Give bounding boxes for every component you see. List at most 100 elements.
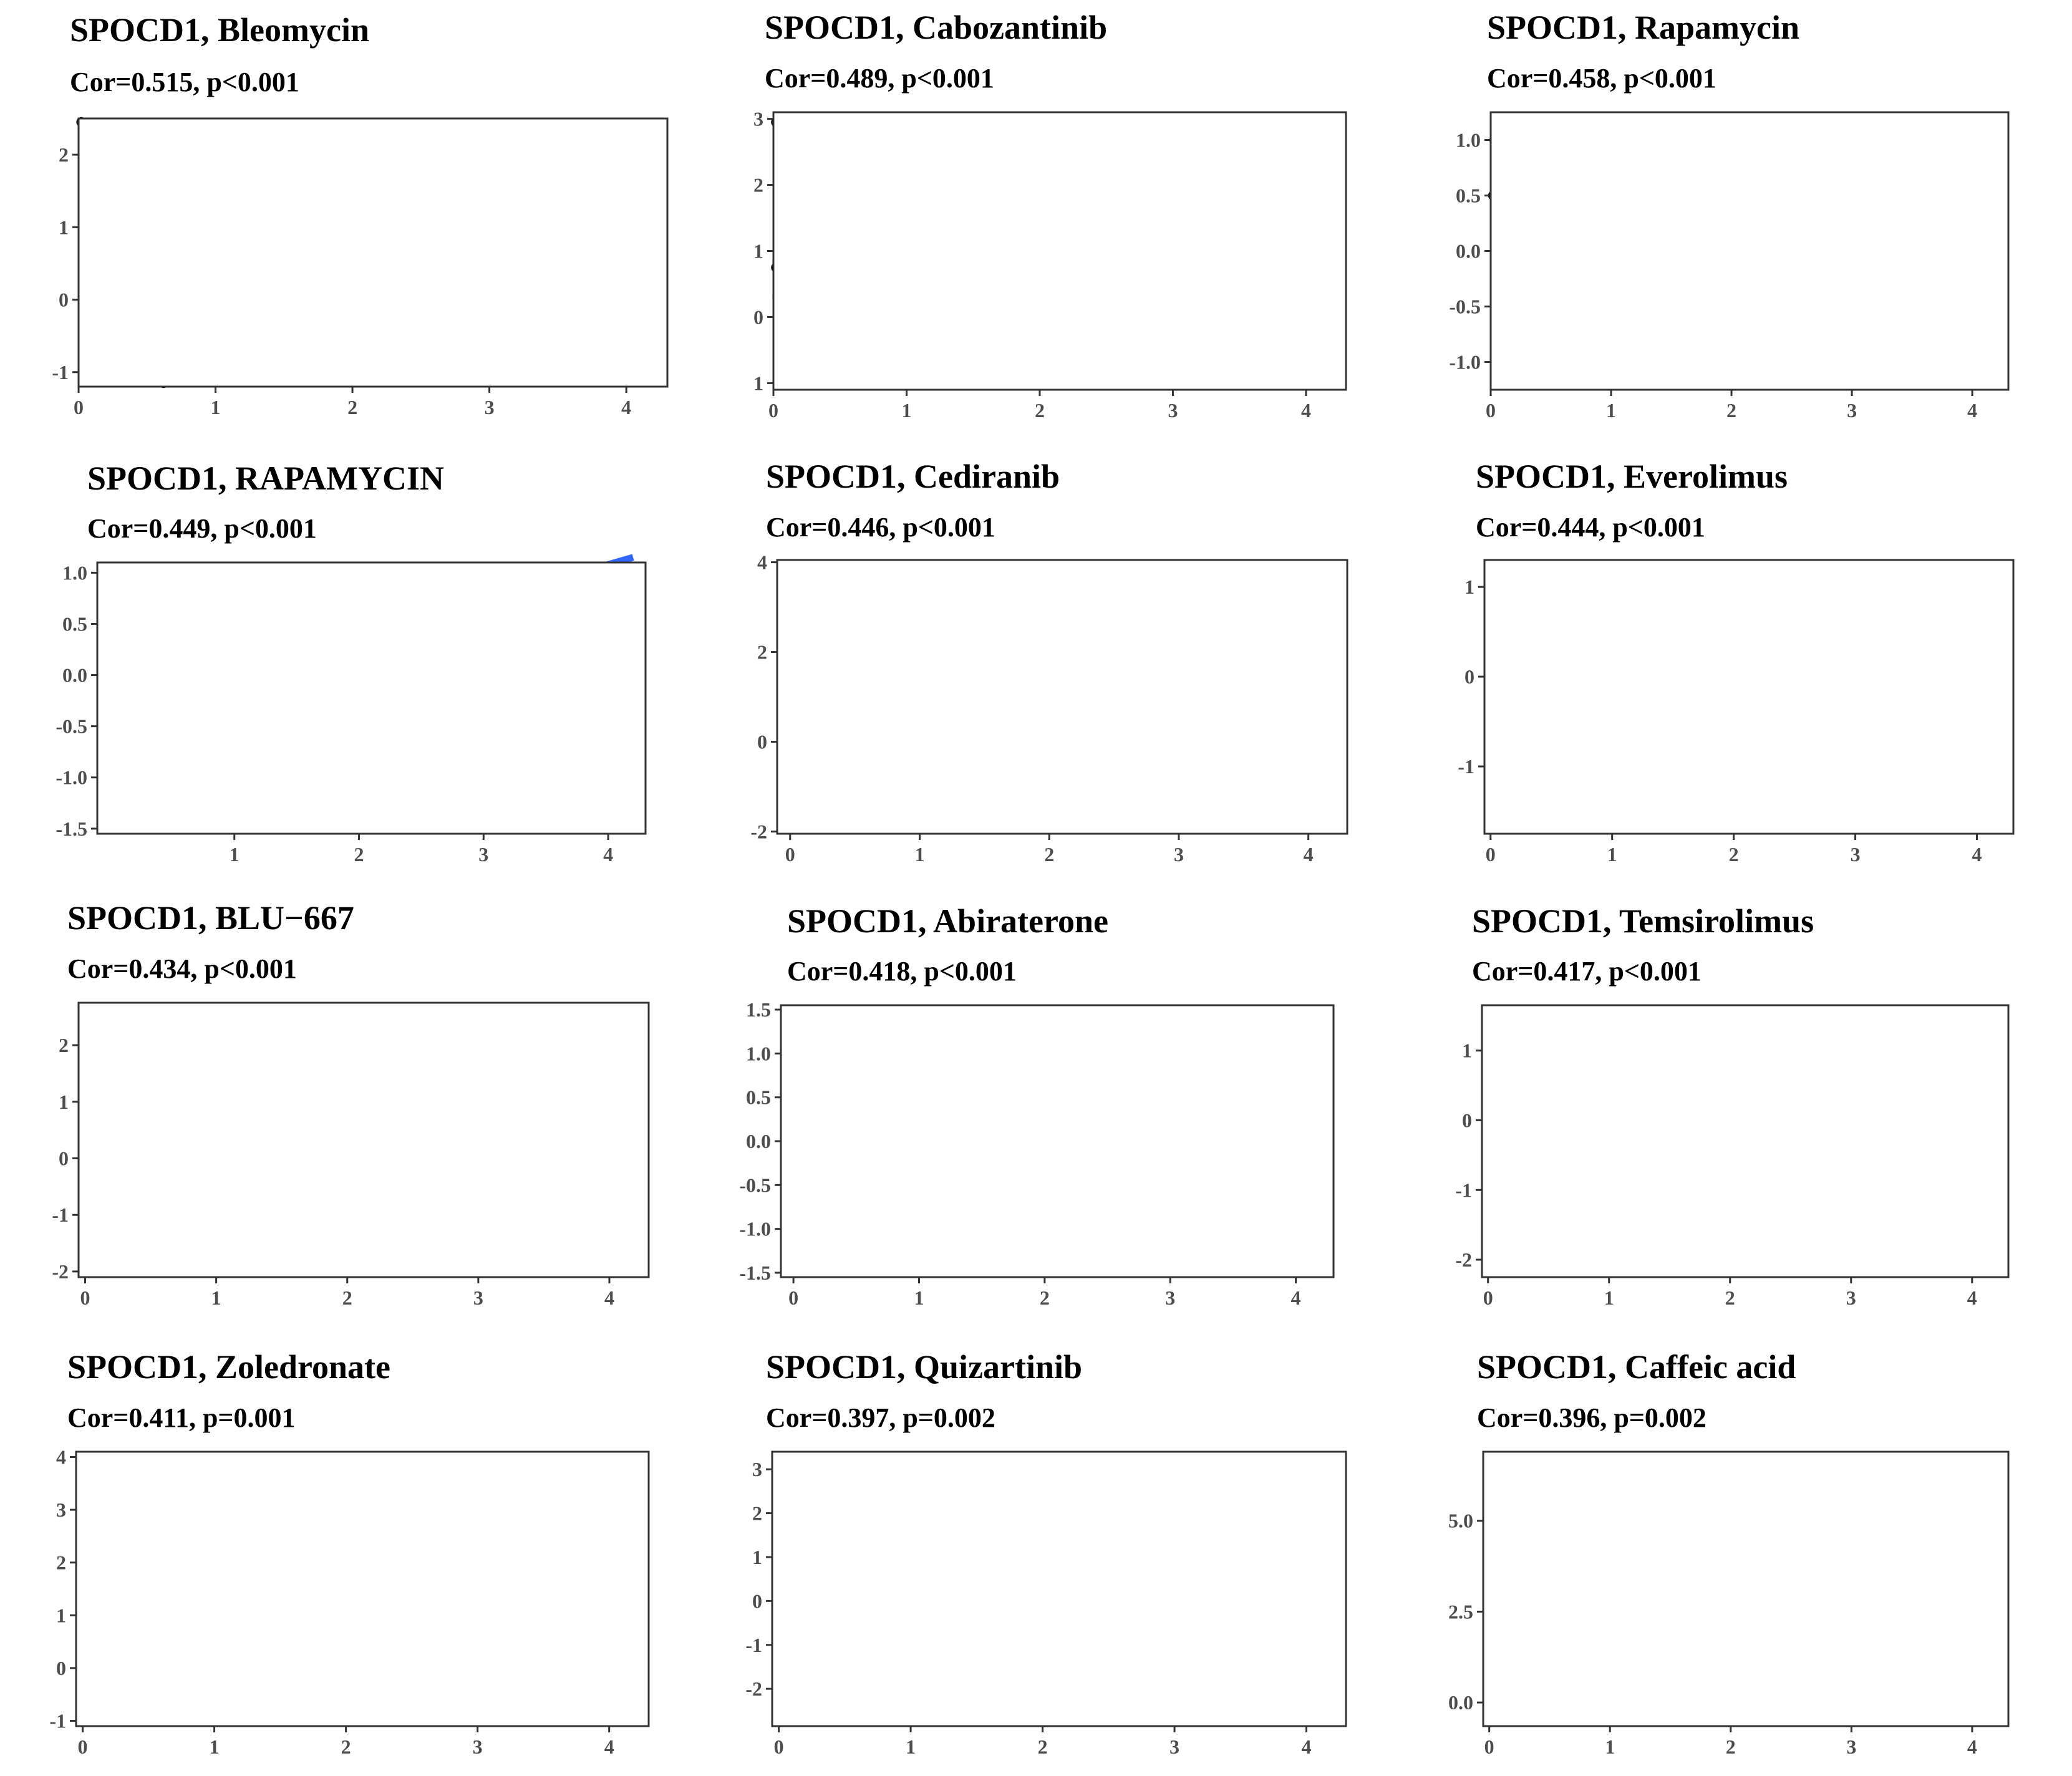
chart-panel: SPOCD1, Cabozantinib Cor=0.489, p<0.001 0 1… <box>753 9 1347 422</box>
chart-subtitle: Cor=0.489, p<0.001 <box>765 63 994 94</box>
chart-title: SPOCD1, Cediranib <box>766 458 1060 495</box>
chart-panel: SPOCD1, RAPAMYCIN Cor=0.449, p<0.001 1 2 3 4 -… <box>56 460 647 866</box>
chart-subtitle: Cor=0.444, p<0.001 <box>1476 512 1705 543</box>
y-tick-label: 0 <box>1464 665 1474 688</box>
chart-panel: SPOCD1, Quizartinib Cor=0.397, p=0.002 0 1 2… <box>745 1348 1347 1758</box>
chart-title: SPOCD1, BLU−667 <box>67 899 354 937</box>
y-tick-label: 0 <box>1462 1109 1472 1131</box>
x-tick-label: 0 <box>768 399 778 422</box>
x-tick-label: 2 <box>1729 843 1739 866</box>
y-tick-label: -0.5 <box>1449 296 1481 318</box>
y-tick-label: -1 <box>745 1634 762 1656</box>
chart-title: SPOCD1, Cabozantinib <box>765 9 1107 46</box>
y-tick-label: 0 <box>56 1657 66 1679</box>
x-tick-label: 1 <box>906 1735 916 1758</box>
y-tick-label: 0 <box>59 289 69 311</box>
y-tick-label: -2 <box>52 1260 69 1283</box>
chart-subtitle: Cor=0.397, p=0.002 <box>766 1402 995 1433</box>
x-tick-label: 4 <box>621 396 631 418</box>
chart-panel: SPOCD1, Abiraterone Cor=0.418, p<0.001 0 1 2… <box>739 902 1335 1309</box>
chart-title: SPOCD1, Temsirolimus <box>1472 902 1814 940</box>
x-tick-label: 4 <box>1304 843 1314 866</box>
x-tick-label: 1 <box>914 1286 924 1309</box>
chart-panel: SPOCD1, Cediranib Cor=0.446, p<0.001 0 1 2 3 4… <box>750 458 1348 866</box>
plot-frame <box>771 1450 1347 1727</box>
y-tick-label: 0 <box>752 1590 762 1612</box>
x-tick-label: 2 <box>347 396 357 418</box>
chart-subtitle: Cor=0.515, p<0.001 <box>70 67 299 97</box>
chart-panel: SPOCD1, Zoledronate Cor=0.411, p=0.001 0 1 2… <box>49 1348 650 1758</box>
chart-title: SPOCD1, Zoledronate <box>67 1348 390 1386</box>
x-tick-label: 4 <box>1967 1735 1977 1758</box>
plot-frame <box>1483 559 2015 835</box>
x-tick-label: 1 <box>211 396 221 418</box>
y-tick-label: -1 <box>49 1710 66 1732</box>
plot-frame <box>1482 1450 2010 1727</box>
plot-frame <box>1481 1004 2010 1278</box>
x-tick-label: 0 <box>788 1286 798 1309</box>
chart-title: SPOCD1, Caffeic acid <box>1477 1348 1796 1386</box>
y-tick-label: 0 <box>59 1147 69 1169</box>
y-tick-label: 3 <box>753 108 763 130</box>
x-tick-label: 4 <box>1291 1286 1301 1309</box>
y-tick-label: -2 <box>1455 1248 1472 1271</box>
x-tick-label: 0 <box>774 1735 784 1758</box>
y-tick-label: -1 <box>52 361 69 384</box>
x-tick-label: 2 <box>1040 1286 1050 1309</box>
x-tick-label: 3 <box>1847 399 1857 422</box>
y-tick-label: -0.5 <box>739 1174 771 1196</box>
x-tick-label: 3 <box>1851 843 1861 866</box>
x-tick-label: 0 <box>1483 1286 1493 1309</box>
plot-frame <box>772 111 1347 391</box>
x-tick-label: 1 <box>1606 399 1616 422</box>
y-tick-label: 2 <box>59 143 69 166</box>
plot-frame <box>77 1001 650 1278</box>
y-tick-label: 0 <box>753 306 763 328</box>
x-tick-label: 1 <box>230 843 240 866</box>
y-tick-label: 0.5 <box>1456 185 1481 207</box>
x-tick-label: 2 <box>1726 1735 1736 1758</box>
y-tick-label: 3 <box>752 1458 762 1480</box>
y-tick-label: 0.0 <box>1448 1691 1473 1714</box>
y-tick-label: 1 <box>752 1546 762 1568</box>
chart-subtitle: Cor=0.449, p<0.001 <box>87 513 317 544</box>
y-tick-label: -1 <box>52 1204 69 1226</box>
chart-subtitle: Cor=0.458, p<0.001 <box>1487 63 1716 94</box>
y-tick-label: -1.0 <box>56 766 87 789</box>
chart-title: SPOCD1, Quizartinib <box>766 1348 1082 1386</box>
y-tick-label: 5.0 <box>1448 1510 1473 1532</box>
chart-subtitle: Cor=0.396, p=0.002 <box>1477 1402 1706 1433</box>
x-tick-label: 4 <box>1301 399 1311 422</box>
x-tick-label: 0 <box>1484 1735 1494 1758</box>
x-tick-label: 0 <box>78 1735 88 1758</box>
y-tick-label: 1.0 <box>746 1042 771 1064</box>
chart-panel: SPOCD1, Caffeic acid Cor=0.396, p=0.002 0 1… <box>1448 1348 2010 1758</box>
y-tick-label: -2 <box>750 820 767 842</box>
y-tick-label: 1 <box>753 240 763 263</box>
x-tick-label: 2 <box>354 843 364 866</box>
x-tick-label: 2 <box>342 1286 352 1309</box>
x-tick-label: 0 <box>74 396 84 418</box>
plot-frame <box>96 561 647 835</box>
x-tick-label: 4 <box>1967 1286 1977 1309</box>
y-tick-label: -0.5 <box>56 715 87 738</box>
y-tick-label: 0.0 <box>746 1130 771 1152</box>
y-tick-label: 1 <box>1464 576 1474 598</box>
x-tick-label: 0 <box>785 843 795 866</box>
x-tick-label: 3 <box>485 396 495 418</box>
y-tick-label: 1.5 <box>746 998 771 1021</box>
plot-frame <box>776 559 1348 835</box>
x-tick-label: 2 <box>1035 399 1045 422</box>
y-tick-label: 2 <box>753 174 763 196</box>
x-tick-label: 3 <box>473 1286 483 1309</box>
plot-frame <box>77 117 669 388</box>
x-tick-label: 2 <box>1044 843 1054 866</box>
y-tick-label: 1 <box>56 1604 66 1626</box>
chart-panel: SPOCD1, Everolimus Cor=0.444, p<0.001 0 1 2 3… <box>1458 458 2015 866</box>
x-tick-label: 3 <box>1846 1286 1856 1309</box>
x-tick-label: 1 <box>1604 1286 1614 1309</box>
x-tick-label: 2 <box>1038 1735 1048 1758</box>
x-tick-label: 4 <box>1972 843 1982 866</box>
x-tick-label: 3 <box>1846 1735 1856 1758</box>
